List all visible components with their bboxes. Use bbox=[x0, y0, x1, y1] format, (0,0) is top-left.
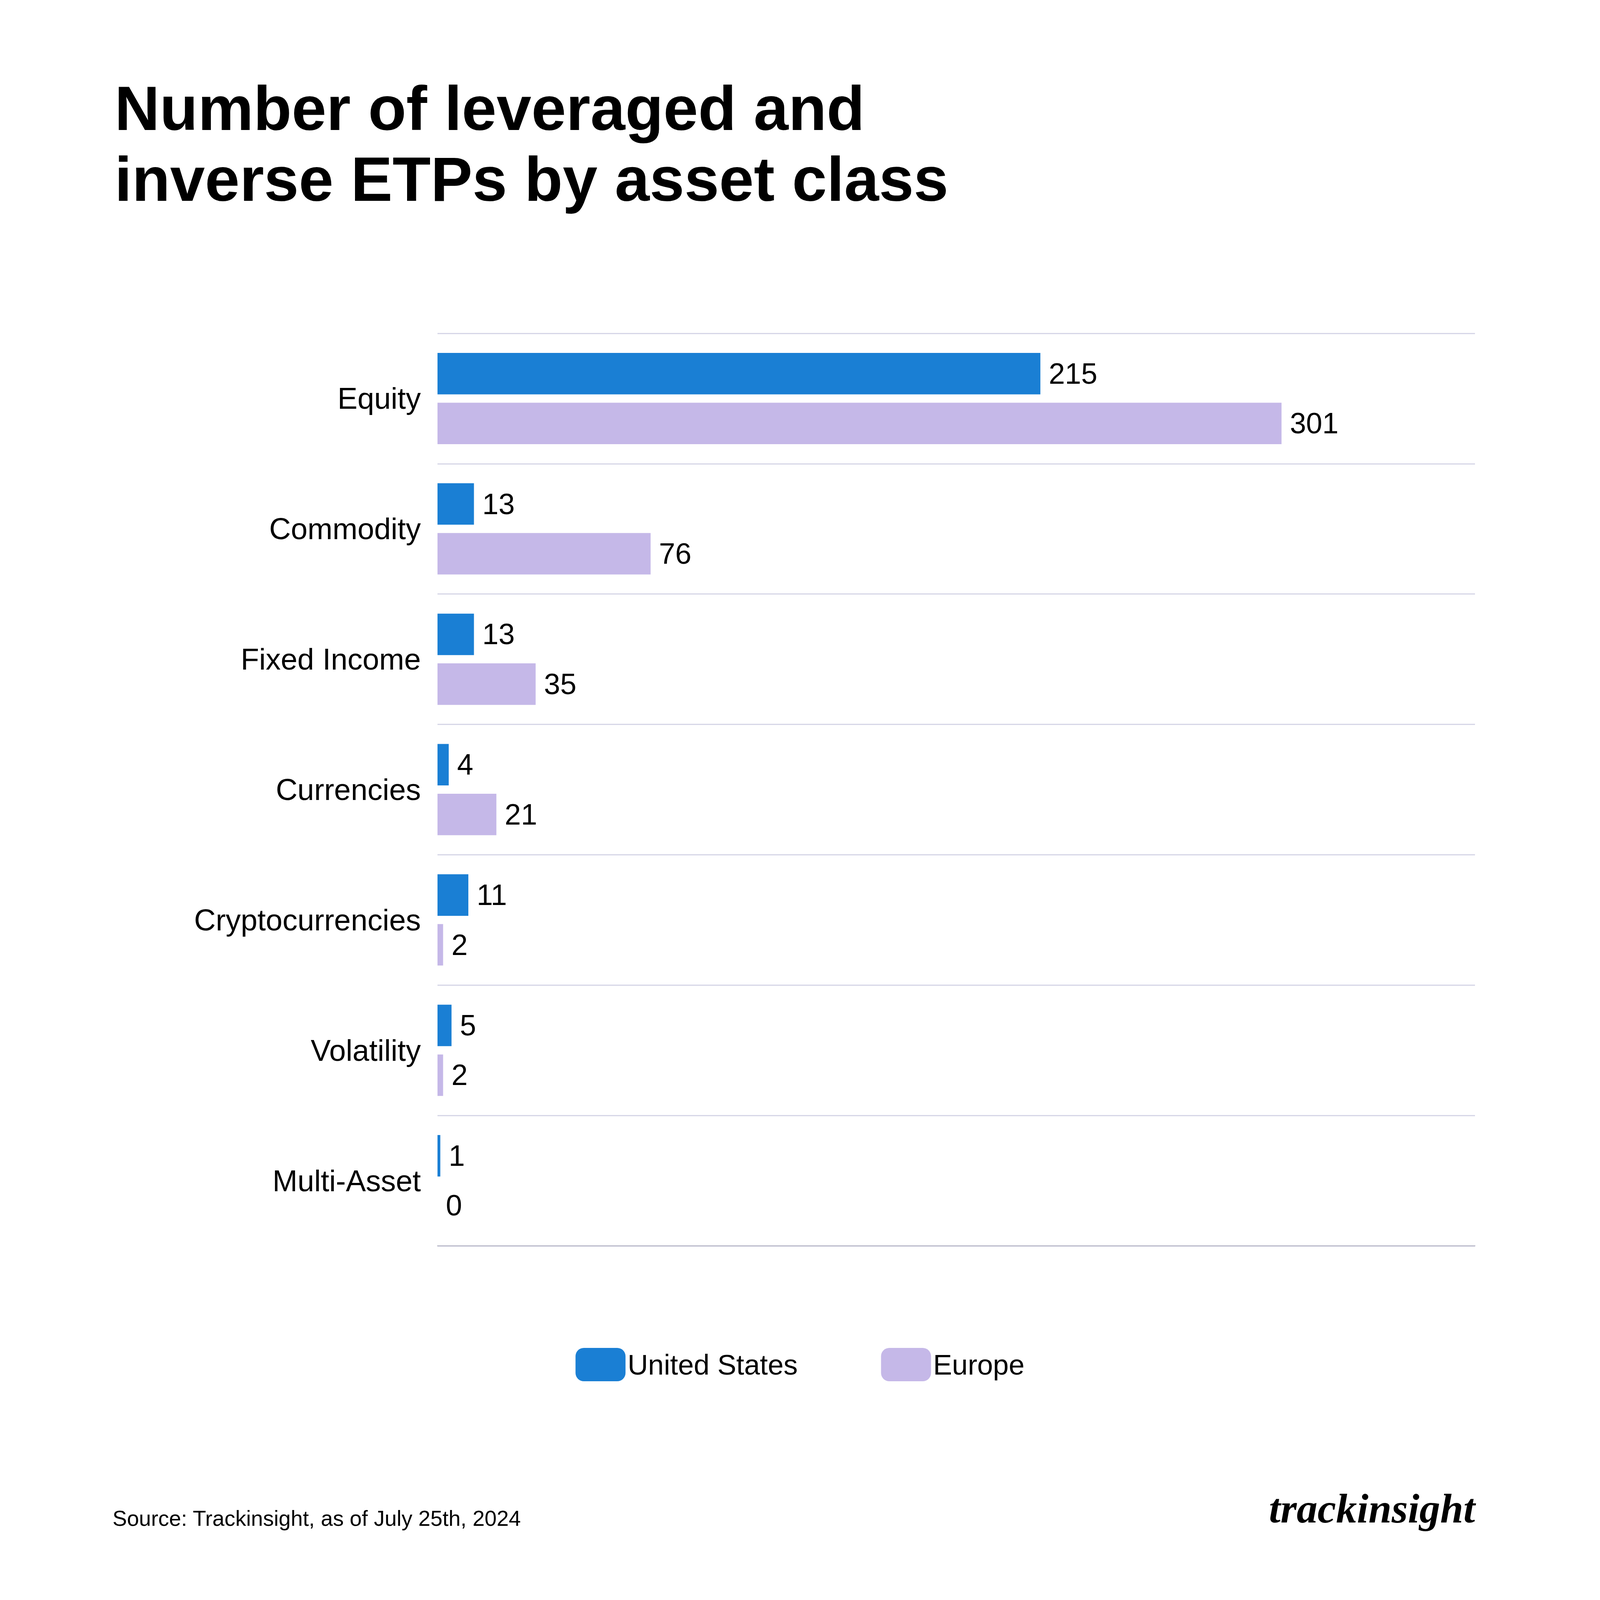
svg-text:Equity: Equity bbox=[337, 381, 421, 415]
svg-text:Volatility: Volatility bbox=[310, 1033, 421, 1068]
svg-text:Number of leveraged and: Number of leveraged and bbox=[114, 73, 865, 144]
svg-text:76: 76 bbox=[658, 537, 692, 570]
svg-text:35: 35 bbox=[544, 667, 577, 701]
svg-text:Europe: Europe bbox=[932, 1348, 1025, 1381]
svg-text:1: 1 bbox=[448, 1139, 465, 1173]
svg-text:Fixed Income: Fixed Income bbox=[240, 642, 421, 676]
svg-text:0: 0 bbox=[445, 1189, 463, 1222]
svg-text:trackinsight: trackinsight bbox=[1268, 1485, 1477, 1532]
svg-text:215: 215 bbox=[1048, 357, 1098, 390]
svg-text:13: 13 bbox=[482, 617, 515, 651]
svg-text:301: 301 bbox=[1290, 407, 1339, 440]
svg-text:13: 13 bbox=[482, 487, 515, 521]
svg-text:Commodity: Commodity bbox=[269, 512, 421, 546]
svg-text:Multi-Asset: Multi-Asset bbox=[272, 1164, 421, 1198]
svg-text:2: 2 bbox=[451, 928, 468, 962]
svg-text:United States: United States bbox=[627, 1348, 798, 1381]
svg-text:Currencies: Currencies bbox=[275, 772, 421, 807]
svg-text:Cryptocurrencies: Cryptocurrencies bbox=[194, 903, 421, 937]
svg-text:5: 5 bbox=[460, 1009, 477, 1042]
svg-text:21: 21 bbox=[504, 798, 538, 831]
svg-text:4: 4 bbox=[457, 748, 474, 781]
svg-text:2: 2 bbox=[451, 1058, 468, 1092]
svg-text:Source: Trackinsight, as of Ju: Source: Trackinsight, as of July 25th, 2… bbox=[112, 1506, 521, 1531]
svg-text:inverse ETPs by asset class: inverse ETPs by asset class bbox=[114, 144, 949, 215]
svg-text:11: 11 bbox=[476, 878, 508, 912]
